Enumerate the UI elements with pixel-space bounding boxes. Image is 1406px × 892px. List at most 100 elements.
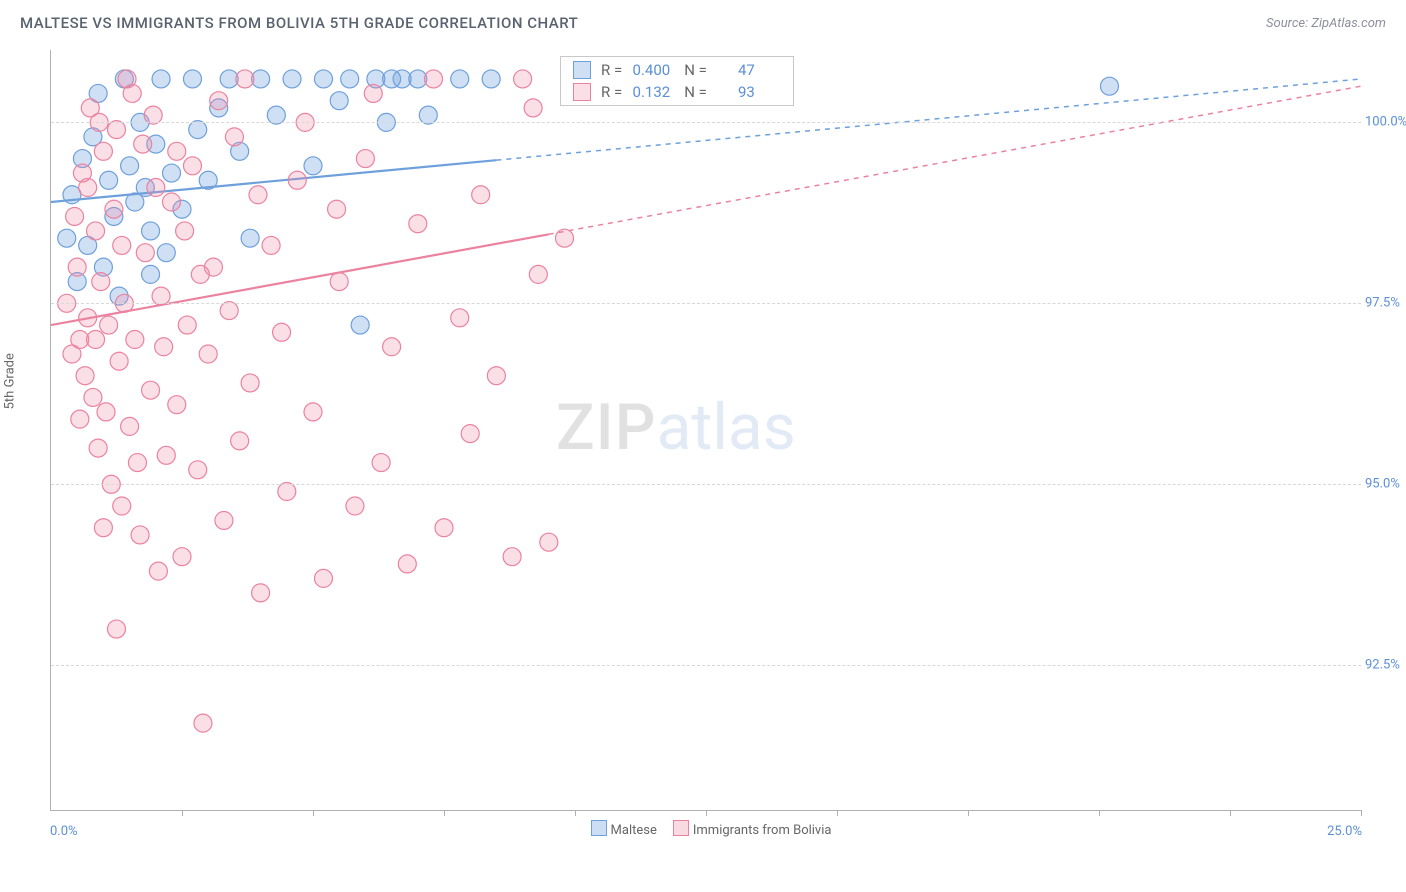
data-point (189, 461, 207, 479)
data-point (79, 179, 97, 197)
stats-row: R =0.132N =93 (561, 81, 793, 103)
data-point (178, 316, 196, 334)
data-point (330, 273, 348, 291)
data-point (126, 331, 144, 349)
trend-line-dashed (549, 86, 1361, 234)
data-point (225, 128, 243, 146)
data-point (451, 70, 469, 88)
data-point (66, 207, 84, 225)
data-point (288, 171, 306, 189)
data-point (328, 200, 346, 218)
data-point (210, 92, 228, 110)
data-point (113, 236, 131, 254)
data-point (262, 236, 280, 254)
data-point (346, 497, 364, 515)
gridline (51, 484, 1361, 485)
data-point (472, 186, 490, 204)
data-point (451, 309, 469, 327)
data-point (351, 316, 369, 334)
data-point (94, 142, 112, 160)
data-point (341, 70, 359, 88)
data-point (524, 99, 542, 117)
data-point (87, 222, 105, 240)
data-point (231, 432, 249, 450)
legend-swatch (591, 820, 607, 836)
y-tick-label: 95.0% (1365, 477, 1406, 492)
data-point (58, 229, 76, 247)
data-point (87, 331, 105, 349)
y-tick-label: 92.5% (1365, 658, 1406, 673)
data-point (514, 70, 532, 88)
data-point (100, 316, 118, 334)
data-point (173, 548, 191, 566)
data-point (176, 222, 194, 240)
data-point (283, 70, 301, 88)
data-point (314, 70, 332, 88)
data-point (487, 367, 505, 385)
data-point (157, 244, 175, 262)
x-tick (1099, 810, 1100, 816)
y-tick-label: 97.5% (1365, 296, 1406, 311)
data-point (503, 548, 521, 566)
stats-row: R =0.400N =47 (561, 59, 793, 81)
data-point (556, 229, 574, 247)
data-point (131, 526, 149, 544)
data-point (183, 157, 201, 175)
x-tick (968, 810, 969, 816)
data-point (149, 562, 167, 580)
data-point (168, 142, 186, 160)
legend: Maltese Immigrants from Bolivia (0, 820, 1406, 838)
data-point (113, 497, 131, 515)
data-point (163, 164, 181, 182)
x-tick (706, 810, 707, 816)
data-point (236, 70, 254, 88)
data-point (136, 244, 154, 262)
data-point (152, 70, 170, 88)
data-point (1100, 77, 1118, 95)
gridline (51, 665, 1361, 666)
series-swatch (573, 83, 591, 101)
source-label: Source: ZipAtlas.com (1266, 16, 1386, 31)
x-tick (182, 810, 183, 816)
data-point (482, 70, 500, 88)
data-point (142, 381, 160, 399)
legend-label: Maltese (611, 823, 657, 838)
data-point (330, 92, 348, 110)
data-point (372, 454, 390, 472)
data-point (94, 519, 112, 537)
legend-label: Immigrants from Bolivia (693, 823, 832, 838)
x-tick (837, 810, 838, 816)
gridline (51, 303, 1361, 304)
x-tick (444, 810, 445, 816)
y-tick-label: 100.0% (1365, 115, 1406, 130)
data-point (364, 84, 382, 102)
data-point (157, 446, 175, 464)
data-point (273, 323, 291, 341)
x-tick (313, 810, 314, 816)
x-tick (1361, 810, 1362, 816)
data-point (398, 555, 416, 573)
scatter-chart: 92.5%95.0%97.5%100.0% (50, 50, 1361, 811)
data-point (314, 569, 332, 587)
data-point (142, 222, 160, 240)
data-point (121, 417, 139, 435)
data-point (241, 374, 259, 392)
series-swatch (573, 61, 591, 79)
gridline (51, 122, 1361, 123)
x-tick (575, 810, 576, 816)
data-point (84, 388, 102, 406)
data-point (121, 157, 139, 175)
data-point (155, 338, 173, 356)
data-point (100, 171, 118, 189)
data-point (118, 70, 136, 88)
data-point (383, 338, 401, 356)
x-tick (1230, 810, 1231, 816)
data-point (110, 352, 128, 370)
data-point (142, 265, 160, 283)
data-point (76, 367, 94, 385)
data-point (241, 229, 259, 247)
data-point (356, 150, 374, 168)
y-axis-title: 5th Grade (3, 353, 18, 409)
data-point (252, 584, 270, 602)
data-point (147, 179, 165, 197)
